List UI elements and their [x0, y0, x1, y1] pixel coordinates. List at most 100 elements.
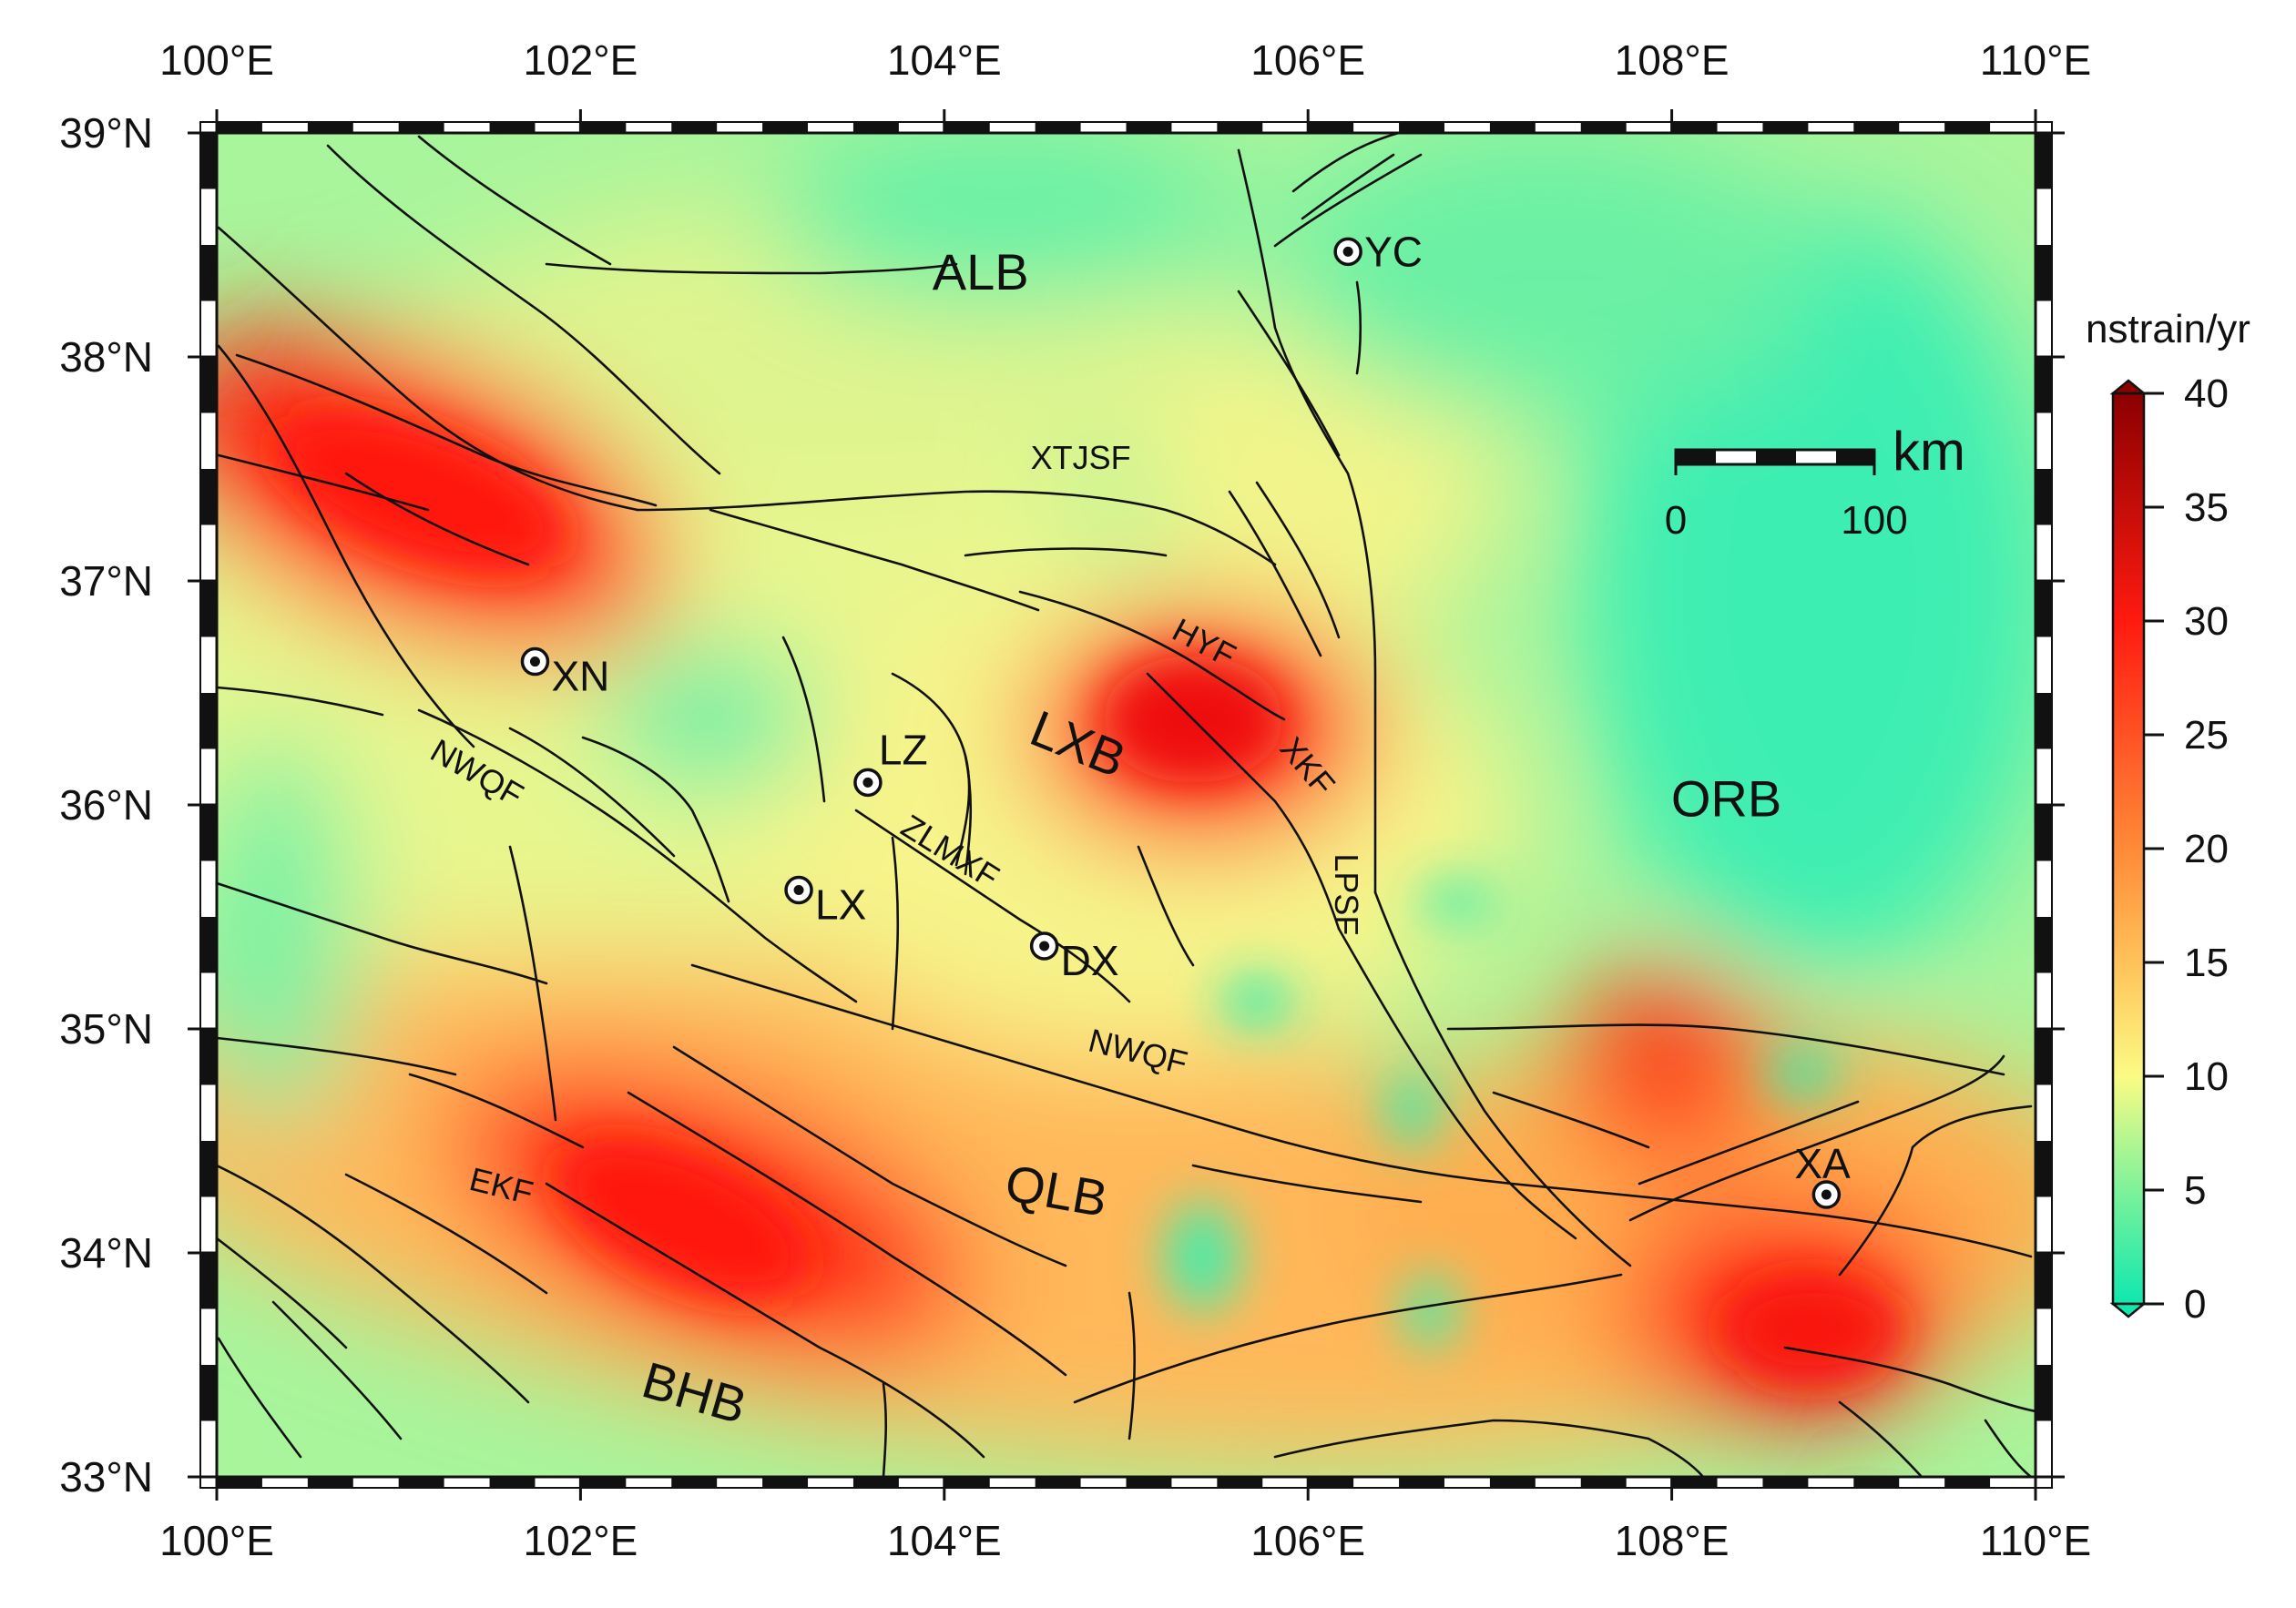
- frame-bar-top: [1489, 122, 1536, 133]
- city-label-lz: LZ: [879, 726, 928, 773]
- frame-bar-bottom: [671, 1477, 718, 1488]
- axis-labels: 100°E 100°E 102°E 102°E 104°E 104°E 106°E 106°E…: [59, 36, 2091, 1564]
- colorbar-gradient: [2111, 392, 2146, 1306]
- core-south: [556, 1139, 811, 1301]
- frame-bar-bottom: [1308, 1477, 1354, 1488]
- frame-bar-right: [2036, 357, 2052, 413]
- fault-line: [891, 836, 900, 1031]
- colorbar-bottom-arrow: [2109, 1302, 2148, 1318]
- frame-bar-bottom: [1853, 1477, 1900, 1488]
- cyan-low-west-edge: [217, 728, 355, 1129]
- city-label-dx: DX: [1061, 937, 1119, 984]
- frame-bar-top: [1944, 122, 1991, 133]
- fault-line: [690, 963, 2033, 1258]
- scale-bar-unit: km: [1893, 421, 1965, 482]
- fault-line: [636, 490, 1277, 566]
- cyan-spot-6: [1403, 1275, 1457, 1348]
- frame-bar-right: [2036, 1365, 2052, 1421]
- lat-label-left: 33°N: [59, 1453, 153, 1501]
- frame-bar-top: [580, 122, 627, 133]
- cyan-spot-3: [1388, 1074, 1435, 1147]
- frame-bar-top: [671, 122, 718, 133]
- frame-bar-right: [2036, 1253, 2052, 1309]
- fault-line: [417, 708, 858, 1003]
- scale-bar-label-100: 100: [1841, 498, 1907, 543]
- fault-line: [1291, 133, 1403, 193]
- fault-line: [581, 736, 730, 903]
- frame-bar-top: [852, 122, 899, 133]
- frame-bar-right: [2036, 1029, 2052, 1085]
- lon-label-bottom: 104°E: [887, 1517, 1002, 1564]
- frame-bar-left: [200, 357, 217, 413]
- fault-line: [1355, 280, 1362, 375]
- frame-bar-right: [2036, 693, 2052, 749]
- colorbar-tick-label: 0: [2184, 1282, 2206, 1327]
- fault-line: [964, 547, 1168, 557]
- lat-label-left: 37°N: [59, 557, 153, 605]
- city-label-xa: XA: [1794, 1140, 1851, 1187]
- frame-bar-left: [200, 805, 217, 861]
- region-label-alb: ALB: [933, 243, 1029, 300]
- fault-line: [217, 1036, 457, 1076]
- fault-line: [1073, 1273, 1623, 1404]
- frame-bar-right: [2036, 581, 2052, 637]
- frame-bar-bottom: [1944, 1477, 1991, 1488]
- frame-bar-top: [944, 122, 990, 133]
- city-markers: YC XN LZ LX DX XA: [520, 228, 1851, 1209]
- lon-label-bottom: 110°E: [1980, 1517, 2091, 1564]
- fault-line: [508, 727, 676, 858]
- frame-tick-bars: [199, 121, 2053, 1489]
- frame-bar-bottom: [1399, 1477, 1444, 1488]
- fault-line: [271, 1300, 403, 1440]
- fault-line: [627, 1091, 1067, 1377]
- frame-bar-top: [307, 122, 353, 133]
- frame-bar-top: [398, 122, 444, 133]
- fault-line: [545, 262, 958, 275]
- frame-bar-bottom: [1126, 1477, 1172, 1488]
- fault-line: [217, 344, 475, 748]
- frame-bar-top: [1853, 122, 1900, 133]
- fault-line: [1301, 153, 1395, 220]
- fault-line: [1492, 1091, 1650, 1149]
- fault-label-lpsf: LPSF: [1328, 853, 1365, 935]
- city-marker-dot: [1821, 1189, 1832, 1200]
- frame-bar-right: [2036, 917, 2052, 973]
- frame-bar-left: [200, 1253, 217, 1309]
- city-marker-dot: [529, 656, 540, 667]
- fault-line: [1146, 672, 1341, 931]
- fault-line: [1273, 153, 1423, 248]
- colorbar: nstrain/yr 0 5 10 15 20 25 30 35 40: [2086, 307, 2250, 1327]
- cyan-low-north: [1275, 133, 1821, 419]
- frame-bar-left: [200, 693, 217, 749]
- frame-bar-bottom: [1580, 1477, 1627, 1488]
- city-marker-dot: [1039, 941, 1050, 952]
- fault-line: [217, 1337, 302, 1459]
- cyan-spot-5: [1767, 1051, 1840, 1098]
- frame-bar-bottom: [1762, 1477, 1809, 1488]
- colorbar-top-arrow: [2109, 379, 2148, 395]
- city-label-xn: XN: [551, 653, 609, 700]
- lon-label-bottom: 100°E: [159, 1517, 274, 1564]
- lon-label-bottom: 102°E: [523, 1517, 638, 1564]
- frame-bar-bottom: [944, 1477, 990, 1488]
- lat-label-left: 39°N: [59, 109, 153, 157]
- colorbar-tick-label: 35: [2184, 485, 2229, 530]
- frame-bar-top: [1671, 122, 1718, 133]
- cyan-low-xn: [601, 646, 820, 792]
- cyan-low-east: [1585, 209, 2036, 974]
- colorbar-tick-label: 10: [2184, 1054, 2229, 1099]
- lat-label-left: 36°N: [59, 781, 153, 829]
- fault-line: [217, 1164, 530, 1404]
- lon-label-top: 108°E: [1615, 36, 1730, 84]
- fault-line: [217, 1237, 348, 1349]
- axis-ticks: [188, 109, 2065, 1501]
- fault-line: [1228, 490, 1322, 657]
- fault-line: [1337, 927, 1577, 1240]
- colorbar-title: nstrain/yr: [2086, 307, 2250, 351]
- fault-line: [417, 135, 612, 266]
- hot-spot-east: [1566, 965, 1767, 1165]
- fault-line: [1255, 481, 1341, 639]
- colorbar-tick-label: 20: [2184, 827, 2229, 871]
- scale-bar: km 0 100: [1665, 421, 1965, 543]
